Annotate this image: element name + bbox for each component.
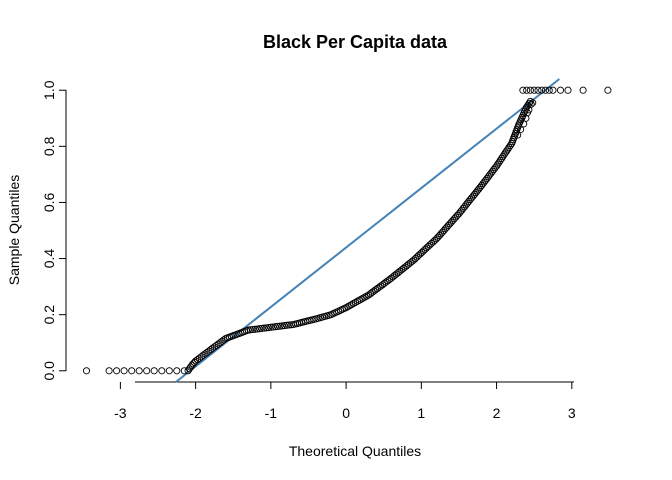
sample-point <box>276 322 284 330</box>
sample-point <box>519 86 527 94</box>
sample-point <box>135 367 143 375</box>
sample-point <box>491 164 499 172</box>
sample-point <box>351 298 360 306</box>
y-tick-label: 0.0 <box>41 361 57 381</box>
sample-point <box>527 100 535 108</box>
sample-point <box>549 86 557 94</box>
sample-point <box>283 321 291 329</box>
y-tick-label: 1.0 <box>41 80 57 100</box>
sample-point <box>251 325 259 333</box>
sample-point <box>253 325 261 333</box>
sample-point <box>503 147 511 155</box>
sample-point <box>173 367 181 375</box>
qq-reference-line <box>175 78 561 383</box>
sample-point <box>285 321 293 329</box>
x-tick-label: -1 <box>265 405 278 421</box>
sample-point <box>165 367 173 375</box>
sample-point <box>545 86 553 94</box>
sample-point <box>504 145 512 153</box>
sample-point <box>244 326 252 334</box>
sample-point <box>269 323 277 331</box>
reference-line-group <box>175 78 561 383</box>
sample-point <box>500 151 508 159</box>
x-tick-label: -2 <box>189 405 202 421</box>
sample-point <box>271 323 279 331</box>
sample-point <box>493 162 501 170</box>
sample-point <box>496 156 504 164</box>
sample-point <box>158 367 166 375</box>
sample-point <box>604 86 612 94</box>
sample-point <box>355 296 363 304</box>
sample-point <box>541 86 550 94</box>
sample-point <box>267 323 275 331</box>
sample-point <box>128 367 136 375</box>
sample-point <box>105 367 113 375</box>
sample-points <box>82 86 612 375</box>
sample-point <box>372 286 380 294</box>
sample-point <box>359 294 367 302</box>
sample-point <box>530 86 538 94</box>
y-axis-ticks: 0.0 0.2 0.4 0.6 0.8 1.0 <box>41 80 66 381</box>
sample-point <box>180 367 188 375</box>
sample-point <box>184 367 192 375</box>
sample-point <box>534 86 542 94</box>
sample-point <box>278 322 286 330</box>
y-tick-label: 0.6 <box>41 193 57 213</box>
sample-point <box>579 86 587 94</box>
sample-point <box>505 143 513 151</box>
sample-point <box>113 367 121 375</box>
sample-point <box>274 322 282 330</box>
x-axis-ticks: -3 -2 -1 0 1 2 3 <box>114 382 576 421</box>
sample-point <box>249 325 257 334</box>
sample-point <box>494 160 502 168</box>
x-tick-label: 0 <box>342 405 350 421</box>
sample-point <box>265 324 273 332</box>
sample-point <box>363 292 371 300</box>
x-tick-label: 2 <box>493 405 501 421</box>
chart-title: Black Per Capita data <box>263 32 448 52</box>
sample-point <box>506 141 514 149</box>
sample-point <box>150 367 158 375</box>
sample-point <box>344 303 352 311</box>
sample-point <box>523 86 531 94</box>
sample-point <box>556 86 565 94</box>
x-axis-label: Theoretical Quantiles <box>289 443 421 459</box>
x-tick-label: 3 <box>568 405 576 421</box>
y-tick-label: 0.8 <box>41 136 57 156</box>
x-tick-label: 1 <box>417 405 425 421</box>
y-axis-label: Sample Quantiles <box>6 175 22 286</box>
sample-point <box>517 125 525 134</box>
sample-point <box>220 336 228 344</box>
sample-point <box>120 367 128 375</box>
sample-point <box>246 326 255 334</box>
sample-point <box>258 324 266 332</box>
sample-point <box>256 325 264 333</box>
sample-point <box>498 154 506 163</box>
sample-point <box>538 86 546 94</box>
x-tick-label: -3 <box>114 405 127 421</box>
sample-point <box>514 131 522 139</box>
sample-point <box>262 324 270 332</box>
sample-point <box>495 158 503 166</box>
y-tick-label: 0.2 <box>41 305 57 325</box>
sample-point <box>348 300 356 309</box>
sample-point <box>564 86 572 94</box>
sample-point <box>346 301 354 310</box>
y-tick-label: 0.4 <box>41 249 57 269</box>
sample-point <box>529 99 537 107</box>
sample-point <box>185 365 193 373</box>
sample-point <box>260 324 268 332</box>
sample-point <box>82 367 91 375</box>
sample-point <box>143 367 151 375</box>
sample-point <box>342 304 350 312</box>
sample-point <box>280 322 288 330</box>
sample-point <box>499 153 507 161</box>
sample-point <box>526 86 534 94</box>
